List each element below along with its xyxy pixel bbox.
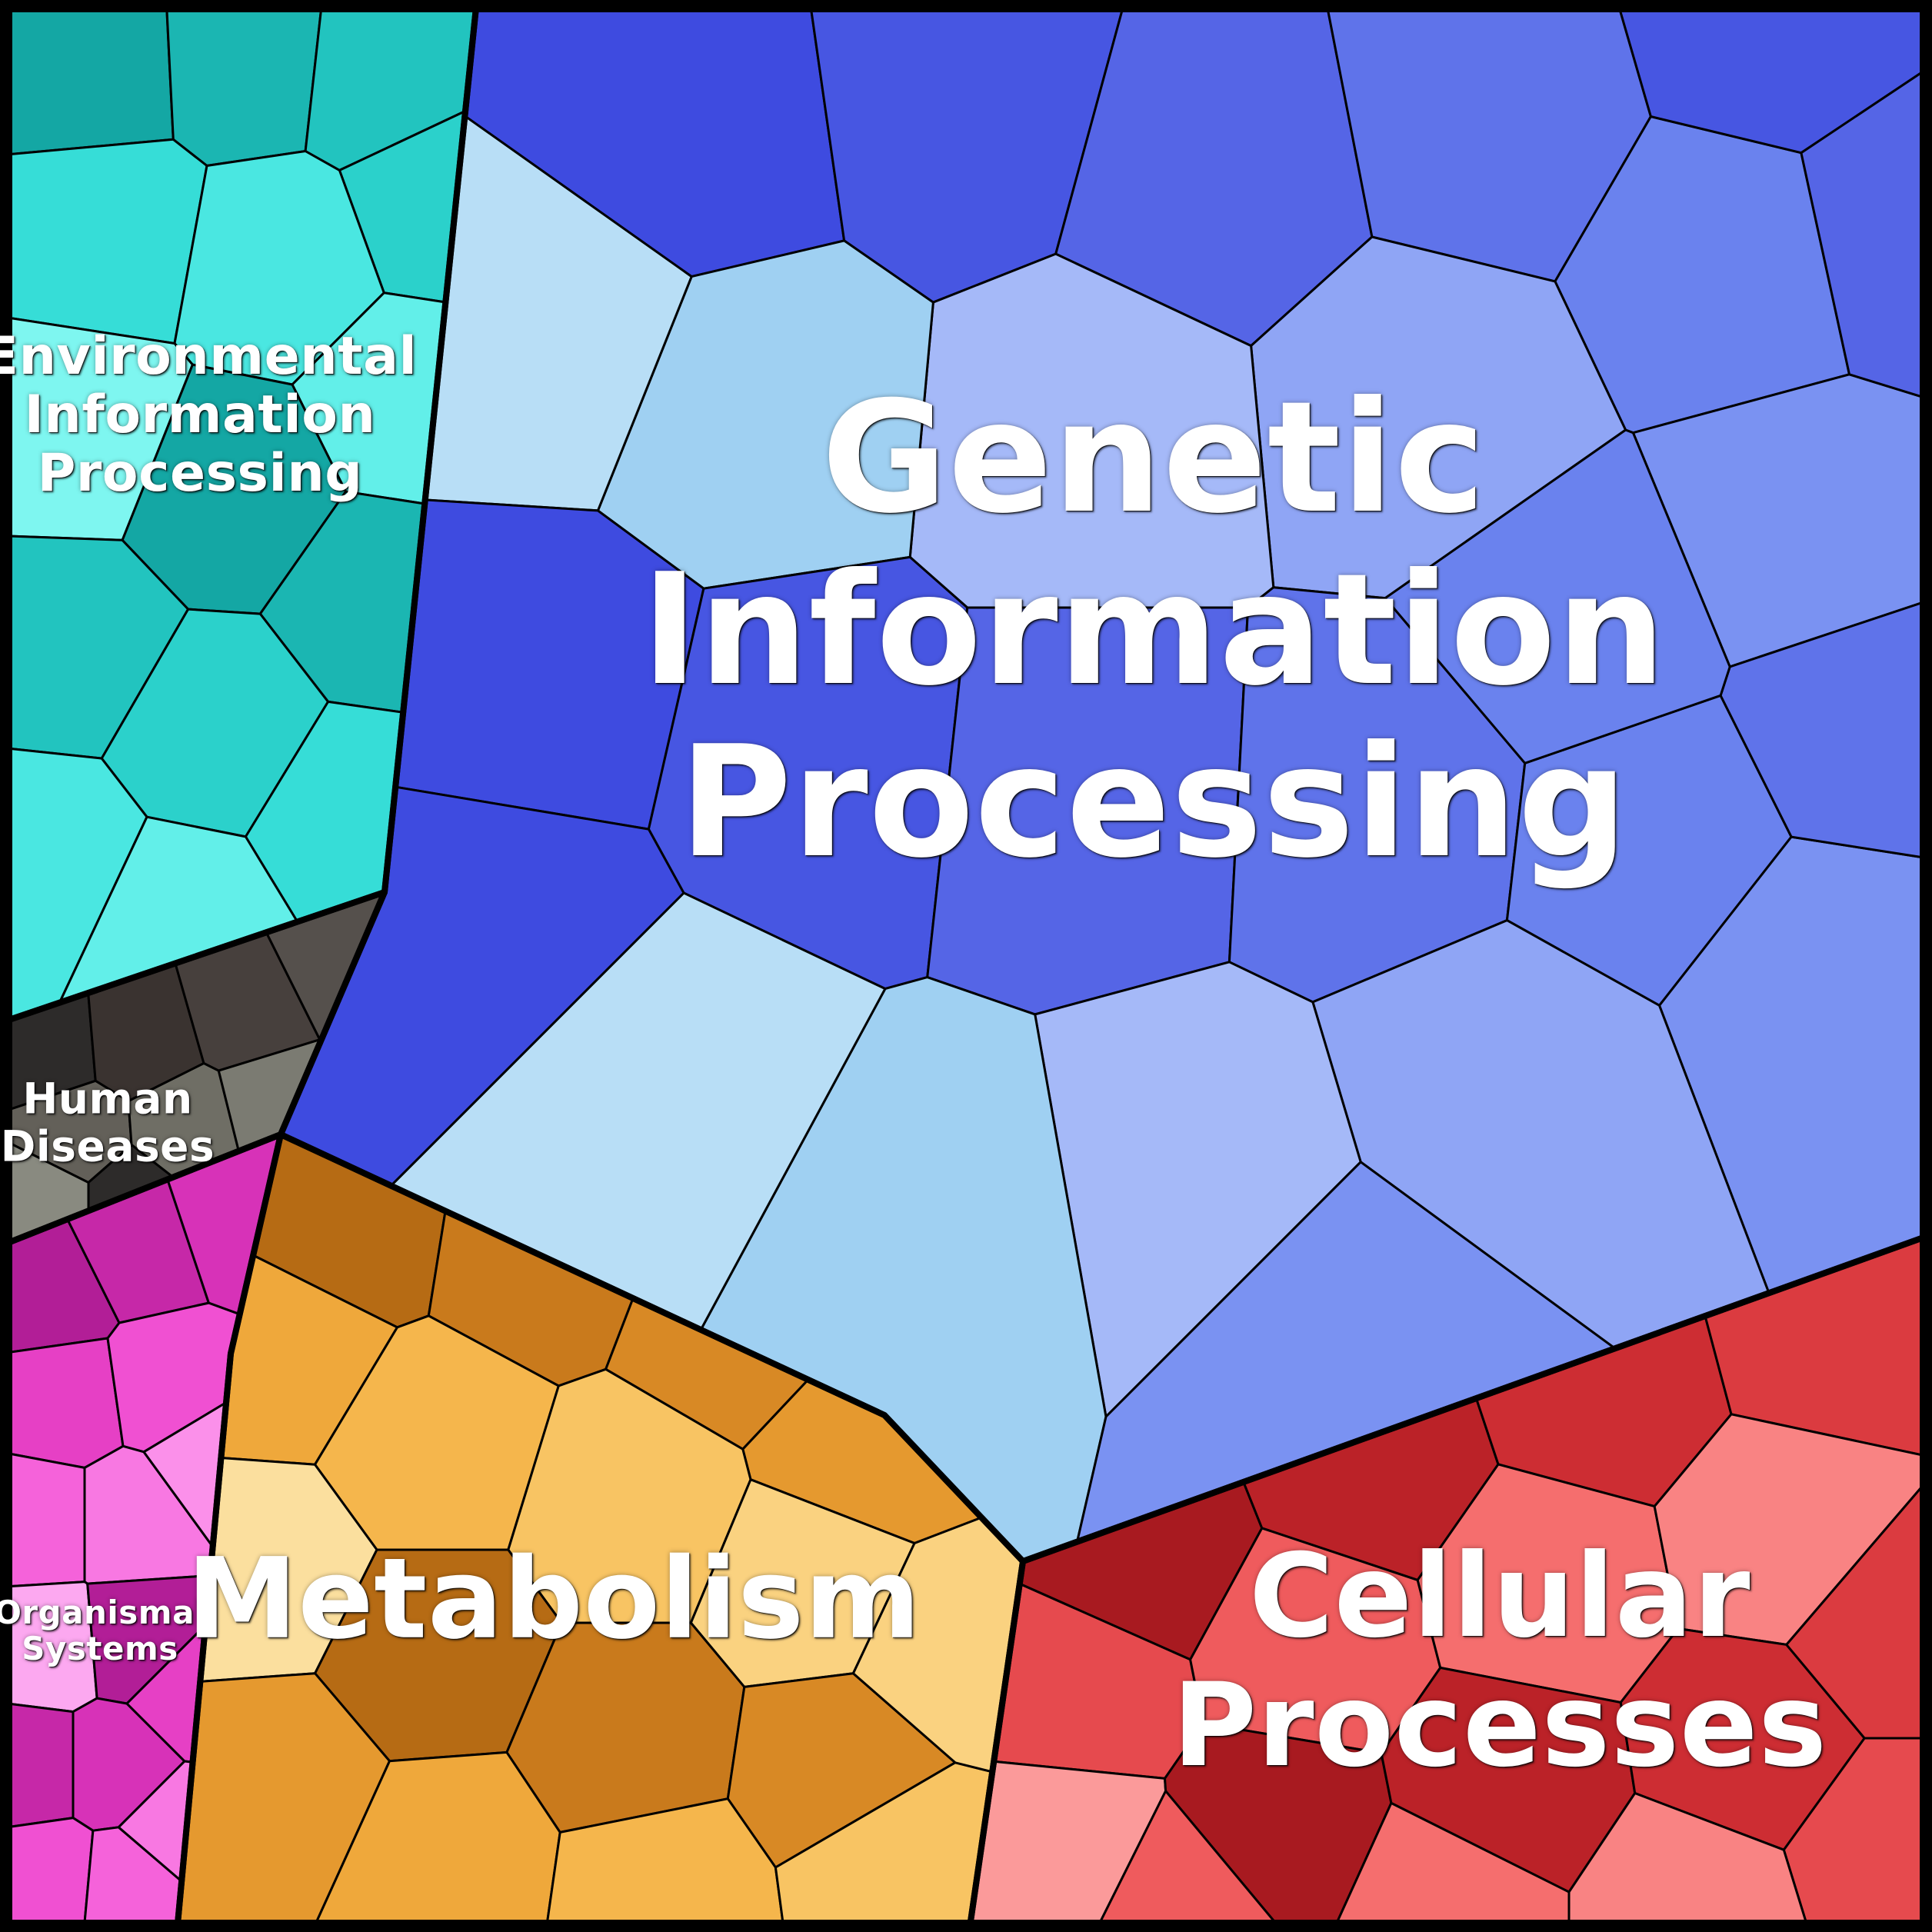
subcell-organismal (0, 1818, 93, 1932)
label-metabolism: Metabolism (186, 1537, 921, 1662)
subcell-organismal (0, 1452, 85, 1587)
subcell-env (0, 0, 173, 155)
label-env: Environmental Information Processing (0, 328, 417, 503)
voronoi-treemap: Genetic Information Processing Environme… (0, 0, 1932, 1932)
subcell-env (0, 139, 207, 343)
subcell-organismal (0, 1338, 123, 1467)
label-cellular: Cellular Processes (1172, 1532, 1827, 1790)
label-human: Human Diseases (1, 1075, 215, 1170)
subcell-env (166, 0, 322, 166)
label-organismal: Organismal Systems (0, 1594, 206, 1667)
label-genetic: Genetic Information Processing (641, 372, 1667, 889)
